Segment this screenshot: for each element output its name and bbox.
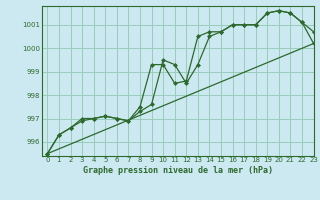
X-axis label: Graphe pression niveau de la mer (hPa): Graphe pression niveau de la mer (hPa): [83, 166, 273, 175]
